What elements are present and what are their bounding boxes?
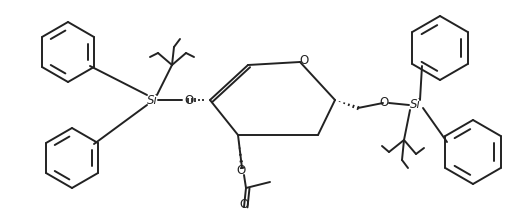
Text: Si: Si xyxy=(410,99,420,112)
Text: Si: Si xyxy=(147,94,157,107)
Text: O: O xyxy=(236,164,246,178)
Text: O: O xyxy=(239,197,248,210)
Text: O: O xyxy=(299,54,308,66)
Text: O: O xyxy=(184,94,193,107)
Text: O: O xyxy=(379,95,389,108)
